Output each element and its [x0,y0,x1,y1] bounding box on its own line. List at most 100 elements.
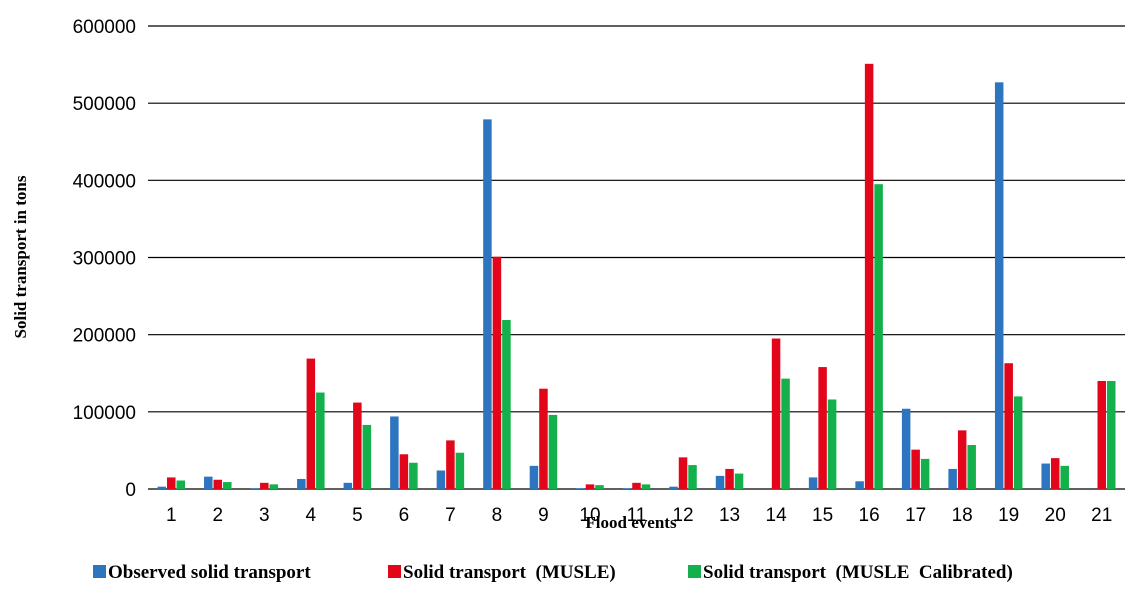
bar [492,256,502,489]
bar [808,477,818,489]
bar [446,440,455,489]
bar [855,481,864,489]
bar [1013,396,1023,489]
bar [343,482,353,489]
bar [1041,463,1050,489]
y-tick-label: 600000 [73,17,136,38]
bar [585,484,595,489]
bar [362,424,372,489]
bar [595,485,604,489]
bar [390,416,399,489]
bar [622,488,632,489]
x-tick-label: 12 [672,505,693,526]
x-tick-label: 2 [212,505,223,526]
bar [548,414,558,489]
bar [1060,465,1069,489]
legend-label: Solid transport (MUSLE) [403,562,616,583]
bar [297,478,306,489]
bar [864,63,874,489]
x-tick-label: 18 [952,505,973,526]
bar [948,468,957,489]
bar [576,488,585,489]
bar [715,475,725,489]
x-tick-label: 4 [306,505,317,526]
bar [957,430,967,489]
legend-swatch [688,565,701,578]
bar [399,454,409,489]
bar [818,367,827,489]
x-axis-ticks: 1 2 3 4 5 6 7 8 9 10 11 12 13 14 15 16 17 18 19 20 21 [166,505,1112,526]
bar [167,477,176,489]
x-tick-label: 8 [492,505,503,526]
bar [1004,363,1013,489]
bar [260,482,269,489]
y-tick-label: 500000 [73,94,136,115]
x-tick-label: 13 [719,505,740,526]
bar [306,358,316,489]
bar [920,458,930,489]
x-tick-label: 19 [998,505,1019,526]
x-tick-label: 11 [627,505,647,526]
legend: Observed solid transport Solid transport … [93,562,1013,583]
y-tick-label: 0 [125,480,136,501]
bar [874,184,883,490]
bar [1106,380,1116,489]
bar [250,488,260,489]
bar [204,476,213,489]
bar [725,468,734,489]
bar [678,457,688,489]
bar [1097,380,1106,489]
bar [436,470,446,489]
y-axis-ticks: 0 100000 200000 300000 400000 500000 600000 [73,17,136,501]
bar [157,486,167,489]
y-tick-label: 400000 [73,171,136,192]
bar [455,452,465,489]
bars [157,63,1116,490]
bar [409,462,418,489]
x-tick-label: 15 [812,505,833,526]
x-tick-label: 9 [538,505,549,526]
bar [827,399,837,489]
bar [911,449,920,489]
x-tick-label: 14 [766,505,788,526]
bar [994,82,1004,489]
x-tick-label: 21 [1091,505,1112,526]
bar [688,465,697,489]
bar [223,482,232,489]
y-tick-label: 100000 [73,403,136,424]
x-tick-label: 7 [445,505,456,526]
y-tick-label: 300000 [73,249,136,270]
bar [967,445,976,489]
bar [669,486,678,489]
bar [734,473,744,489]
bar [529,465,539,489]
x-tick-label: 17 [905,505,926,526]
x-axis-label: Flood events [585,513,677,532]
x-tick-label: 5 [352,505,363,526]
bar [316,392,325,489]
bar [771,338,781,489]
x-tick-label: 1 [166,505,177,526]
x-tick-label: 10 [579,505,600,526]
x-tick-label: 16 [859,505,880,526]
bar [901,408,911,489]
bar [1050,458,1060,489]
x-tick-label: 6 [399,505,410,526]
legend-swatch [93,565,106,578]
legend-swatch [388,565,401,578]
bar [502,320,511,489]
bar [641,484,651,489]
bar [176,480,186,489]
bar [353,402,362,489]
legend-label: Observed solid transport [108,562,311,583]
bar [269,484,279,489]
gridlines [148,25,1125,490]
y-axis-label: Solid transport in tons [11,175,30,338]
bar [632,482,641,489]
bar [213,479,223,489]
legend-label: Solid transport (MUSLE Calibrated) [703,562,1013,583]
bar [781,378,790,489]
x-tick-label: 3 [259,505,270,526]
x-tick-label: 20 [1045,505,1066,526]
